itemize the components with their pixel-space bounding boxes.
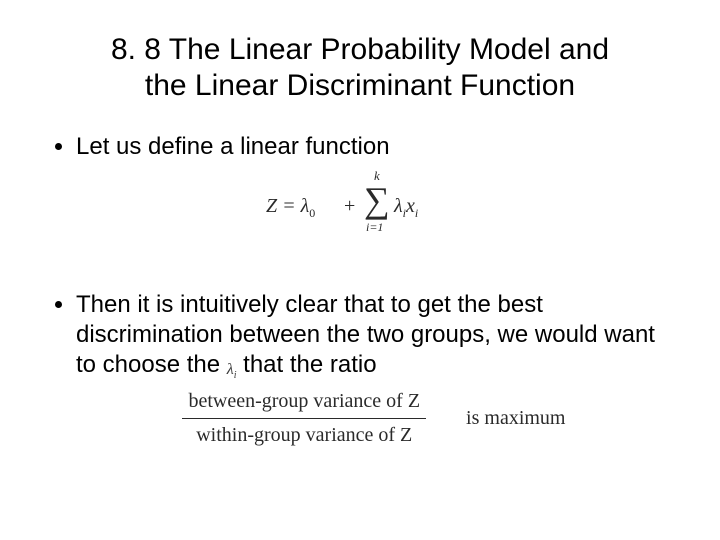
title-line-1: 8. 8 The Linear Probability Model and — [111, 33, 609, 66]
eq1-lhs: Z = λ0 — [266, 194, 315, 221]
slide-title: 8. 8 The Linear Probability Model and th… — [48, 32, 672, 104]
bullet-1-text: Let us define a linear function — [76, 133, 390, 160]
inline-lambda-sub: i — [234, 370, 237, 381]
bullet-2-post: that the ratio — [237, 351, 377, 378]
eq1-eq: = — [277, 195, 301, 217]
ratio-block: between-group variance of Z within-group… — [76, 387, 672, 450]
eq1-lambda0: λ — [301, 195, 310, 217]
fraction-bar-icon — [182, 418, 426, 419]
eq1-sum-lower: i=1 — [366, 220, 383, 235]
eq1-plus: + — [344, 194, 355, 219]
sigma-icon: ∑ — [364, 182, 390, 218]
equation-1: Z = λ0 + k ∑ i=1 λixi — [266, 170, 482, 252]
eq1-term: λixi — [394, 194, 418, 221]
ratio-denominator: within-group variance of Z — [182, 421, 426, 450]
eq1-term-lambda: λ — [394, 195, 403, 217]
eq1-term-x-sub: i — [415, 206, 418, 220]
ratio-fraction: between-group variance of Z within-group… — [182, 387, 426, 450]
eq1-Z: Z — [266, 195, 277, 217]
eq1-sub0: 0 — [309, 206, 315, 220]
ratio-numerator: between-group variance of Z — [182, 387, 426, 416]
ratio-tail: is maximum — [466, 406, 565, 431]
inline-lambda-i: λi — [227, 361, 237, 378]
equation-1-block: Z = λ0 + k ∑ i=1 λixi — [76, 170, 672, 260]
bullet-2: Then it is intuitively clear that to get… — [76, 290, 672, 450]
slide: 8. 8 The Linear Probability Model and th… — [0, 0, 720, 540]
inline-lambda: λ — [227, 361, 234, 378]
eq1-term-x: x — [406, 195, 415, 217]
bullet-1: Let us define a linear function Z = λ0 +… — [76, 132, 672, 260]
bullet-list: Let us define a linear function Z = λ0 +… — [48, 132, 672, 450]
title-line-2: the Linear Discriminant Function — [145, 69, 575, 102]
